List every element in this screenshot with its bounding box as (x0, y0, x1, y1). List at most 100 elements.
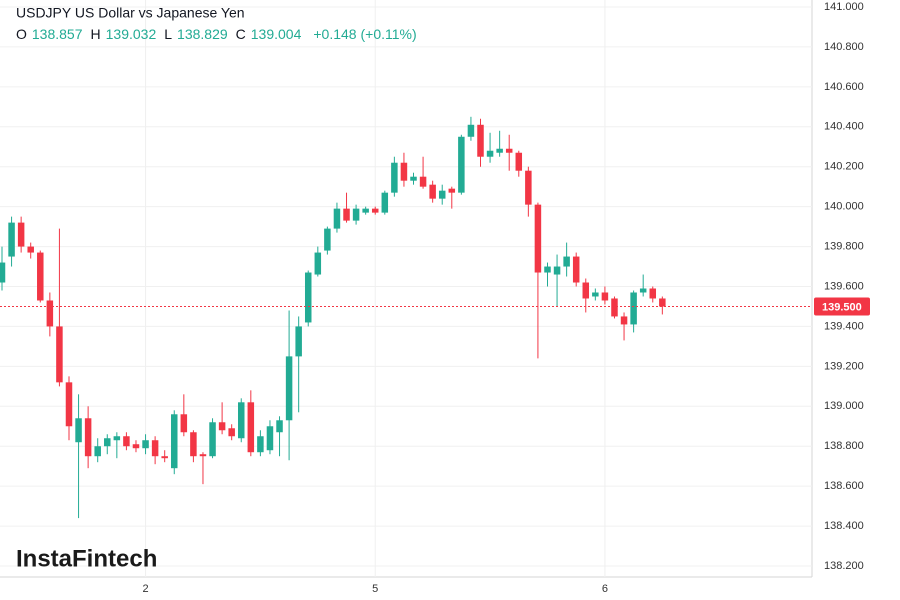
candle-body (563, 256, 570, 267)
candle-body (477, 124, 484, 157)
candle-body (371, 208, 379, 213)
chart-title: USDJPY US Dollar vs Japanese Yen (16, 5, 245, 21)
y-tick-label: 139.800 (824, 240, 864, 252)
price-label-box (814, 297, 870, 316)
legend-label: H (91, 26, 101, 42)
candle-body (295, 326, 302, 357)
candle-body (304, 272, 312, 323)
candle-body (8, 222, 15, 257)
candle-body (381, 192, 389, 213)
candle-body (534, 204, 542, 273)
candle-body (410, 176, 417, 181)
y-tick-label: 140.600 (824, 81, 864, 93)
candle-body (75, 418, 82, 443)
candle-body (266, 426, 274, 451)
candle-body (257, 436, 264, 453)
candle-body (515, 152, 523, 171)
candle-body (544, 266, 551, 273)
candle-body (314, 252, 322, 275)
ohlc-legend: O 138.857 H 139.032 L 138.829 C 139.004 +0.148 (… (16, 26, 417, 42)
candle-body (343, 208, 350, 221)
candle-body (84, 418, 92, 457)
x-tick-label: 5 (372, 583, 378, 595)
candle-body (247, 402, 255, 453)
candle-body (113, 436, 121, 441)
candle-body (582, 282, 590, 299)
y-tick-label: 139.400 (824, 320, 864, 332)
x-tick-label: 6 (602, 583, 608, 595)
candle-body (601, 292, 609, 301)
x-tick-label: 2 (142, 583, 148, 595)
candle-body (27, 246, 34, 253)
y-tick-label: 139.200 (824, 360, 864, 372)
watermark: InstaFintech (16, 545, 157, 572)
candle-body (94, 446, 101, 457)
candle-body (611, 298, 618, 317)
y-tick-label: 140.400 (824, 121, 864, 133)
candle-body (17, 222, 25, 247)
candle-body (46, 300, 54, 327)
candle-body (429, 184, 436, 199)
candle-body (151, 440, 159, 457)
y-tick-label: 139.600 (824, 280, 864, 292)
candle-body (620, 316, 628, 325)
y-tick-label: 138.200 (824, 560, 864, 572)
candle-body (592, 292, 599, 297)
candle-body (448, 188, 456, 193)
legend-value: 139.032 (106, 26, 157, 42)
candle-body (572, 256, 580, 283)
legend-label: L (164, 26, 172, 42)
candle-body (553, 266, 561, 275)
candle-body (659, 298, 666, 307)
candle-body (352, 208, 360, 221)
candle-body (419, 176, 427, 187)
candle-body (190, 432, 197, 457)
candle-body (228, 428, 235, 437)
y-tick-label: 138.400 (824, 520, 864, 532)
legend-value: 138.857 (32, 26, 83, 42)
candle-body (171, 414, 178, 469)
candle-body (391, 162, 398, 193)
candle-body (123, 436, 130, 447)
candle-body (104, 438, 111, 447)
candle-body (458, 136, 465, 193)
y-tick-label: 140.000 (824, 201, 864, 213)
y-tick-label: 140.800 (824, 41, 864, 53)
candle-body (525, 170, 532, 205)
candle-body (180, 414, 188, 433)
price-label: 139.500 (822, 301, 862, 313)
candle-body (630, 292, 637, 325)
candle-body (333, 208, 341, 229)
candle-body (639, 288, 647, 293)
candle-body (218, 422, 226, 431)
candle-body (486, 150, 494, 157)
y-tick-label: 139.000 (824, 400, 864, 412)
candle-body (496, 148, 503, 153)
candle-body (505, 148, 513, 153)
y-tick-label: 141.000 (824, 1, 864, 13)
candle-body (209, 422, 216, 457)
legend-label: C (236, 26, 246, 42)
y-tick-label: 140.200 (824, 161, 864, 173)
candle-body (37, 252, 44, 301)
candle-body (649, 288, 657, 299)
candle-body (132, 444, 140, 449)
candle-body (467, 124, 475, 137)
candle-body (438, 190, 446, 199)
candle-body (362, 208, 369, 213)
candle-body (199, 454, 207, 457)
y-tick-label: 138.600 (824, 480, 864, 492)
y-tick-label: 138.800 (824, 440, 864, 452)
candle-body (285, 356, 293, 421)
legend-value: 138.829 (177, 26, 228, 42)
legend-change: +0.148 (+0.11%) (313, 26, 416, 42)
candle-body (56, 326, 63, 383)
candle-body (324, 228, 331, 251)
legend-value: 139.004 (251, 26, 302, 42)
candle-body (276, 420, 283, 433)
candle-body (161, 456, 168, 459)
candle-body (0, 262, 6, 283)
